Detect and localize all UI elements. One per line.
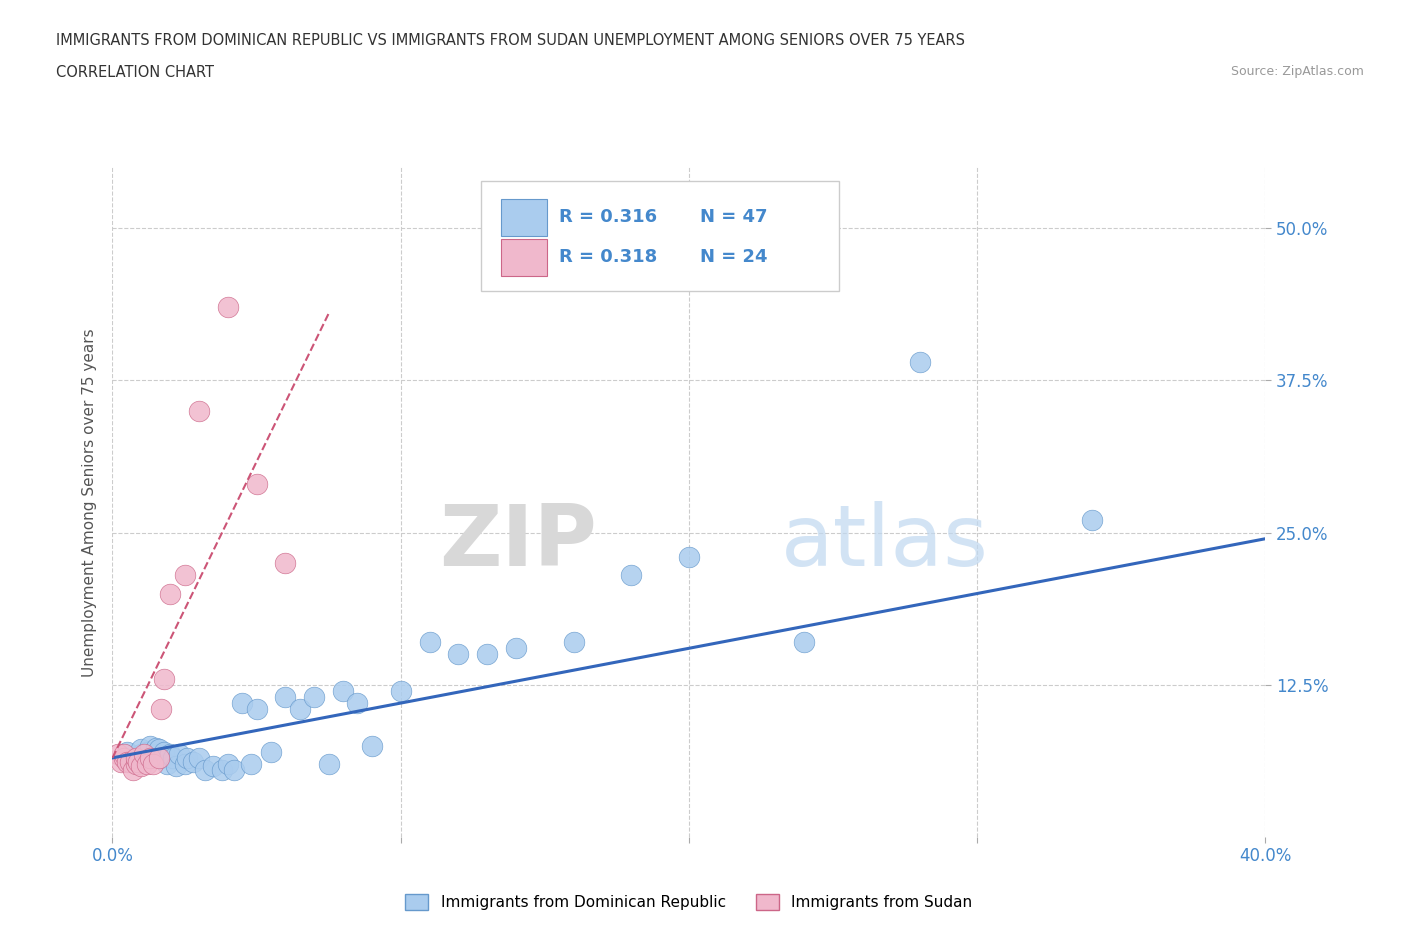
Point <box>505 641 527 656</box>
FancyBboxPatch shape <box>481 180 839 291</box>
Point <box>134 747 156 762</box>
Point <box>188 404 211 418</box>
Point <box>148 751 170 765</box>
Point <box>127 754 149 769</box>
Bar <box>501 239 547 276</box>
Point <box>173 756 195 771</box>
Point <box>245 476 267 491</box>
Point <box>173 568 195 583</box>
Point <box>150 751 173 765</box>
Y-axis label: Unemployment Among Seniors over 75 years: Unemployment Among Seniors over 75 years <box>82 328 97 676</box>
Point <box>194 763 217 777</box>
Point <box>115 744 138 759</box>
Point <box>165 759 187 774</box>
Point <box>260 744 283 759</box>
Text: R = 0.316: R = 0.316 <box>558 208 657 226</box>
Point <box>188 751 211 765</box>
Point <box>136 744 159 759</box>
Point <box>217 300 239 315</box>
Point <box>124 756 146 771</box>
Point <box>124 751 146 765</box>
Point <box>118 754 141 769</box>
Point <box>222 763 245 777</box>
Point <box>153 671 176 686</box>
Point <box>447 647 470 662</box>
Point <box>202 759 225 774</box>
Text: atlas: atlas <box>782 501 990 584</box>
Point <box>136 756 159 771</box>
Point <box>360 738 382 753</box>
Point <box>793 635 815 650</box>
Point <box>475 647 498 662</box>
Point <box>159 747 181 762</box>
Point <box>129 747 153 762</box>
Point <box>346 696 368 711</box>
Point <box>129 742 153 757</box>
Point <box>145 740 167 755</box>
Text: N = 47: N = 47 <box>700 208 768 226</box>
Point <box>129 759 153 774</box>
Point <box>112 747 135 762</box>
Legend: Immigrants from Dominican Republic, Immigrants from Sudan: Immigrants from Dominican Republic, Immi… <box>399 888 979 916</box>
Point <box>156 756 179 771</box>
Point <box>150 702 173 717</box>
Point <box>239 756 262 771</box>
Point <box>176 751 198 765</box>
Point <box>389 684 412 698</box>
Point <box>245 702 267 717</box>
Point <box>1081 513 1104 528</box>
Point <box>274 555 297 570</box>
Point <box>274 689 297 704</box>
Text: CORRELATION CHART: CORRELATION CHART <box>56 65 214 80</box>
Point <box>678 550 700 565</box>
Point <box>908 354 931 369</box>
Point <box>162 751 184 765</box>
Point <box>153 744 176 759</box>
Point <box>288 702 311 717</box>
Point <box>318 756 340 771</box>
Text: Source: ZipAtlas.com: Source: ZipAtlas.com <box>1230 65 1364 78</box>
Point <box>304 689 326 704</box>
Point <box>142 756 165 771</box>
Point <box>115 754 138 769</box>
Text: N = 24: N = 24 <box>700 248 768 266</box>
Point <box>159 586 181 601</box>
Point <box>124 751 146 765</box>
Point <box>167 747 190 762</box>
Point <box>419 635 441 650</box>
Bar <box>501 199 547 235</box>
Point <box>620 568 643 583</box>
Point <box>139 751 162 765</box>
Point <box>211 763 233 777</box>
Text: IMMIGRANTS FROM DOMINICAN REPUBLIC VS IMMIGRANTS FROM SUDAN UNEMPLOYMENT AMONG S: IMMIGRANTS FROM DOMINICAN REPUBLIC VS IM… <box>56 33 966 47</box>
Point <box>181 754 204 769</box>
Point <box>139 738 162 753</box>
Point <box>110 754 132 769</box>
Point <box>231 696 253 711</box>
Point <box>562 635 585 650</box>
Text: R = 0.318: R = 0.318 <box>558 248 657 266</box>
Point <box>121 763 143 777</box>
Point <box>332 684 354 698</box>
Point <box>217 756 239 771</box>
Point <box>112 751 135 765</box>
Point <box>148 742 170 757</box>
Point <box>145 747 167 762</box>
Text: ZIP: ZIP <box>439 501 596 584</box>
Point <box>107 747 129 762</box>
